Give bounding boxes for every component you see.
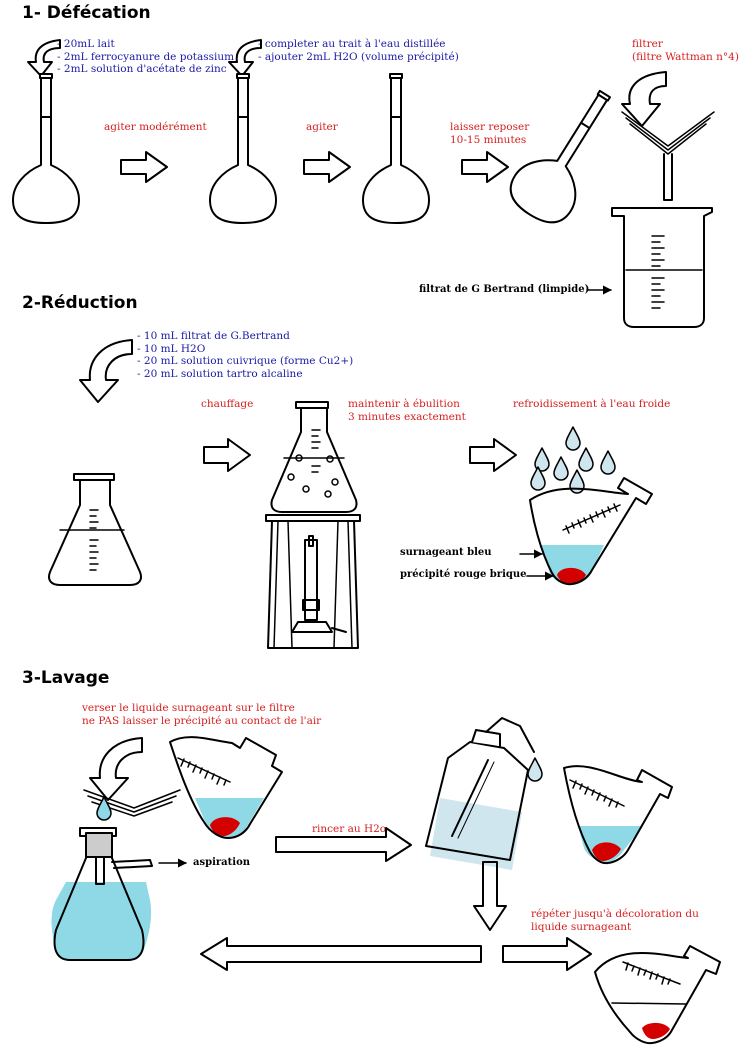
instruction-line: verser le liquide surnageant sur le filt… <box>82 702 295 714</box>
bunsen-burner-stand <box>265 514 361 649</box>
step-boil-label: maintenir à ébulition 3 minutes exacteme… <box>348 398 466 423</box>
volumetric-flask-3 <box>362 73 430 224</box>
next-step-arrow-icon <box>461 151 509 183</box>
cold-water-drops <box>530 426 616 494</box>
next-step-arrow-icon <box>502 937 592 971</box>
filter-line: (filtre Wattman n°4) <box>632 50 739 63</box>
step-stir-label: agiter <box>306 121 338 133</box>
repeat-line: répéter jusqu'à décoloration du <box>531 908 699 920</box>
precipitate-label: précipité rouge brique <box>400 569 527 580</box>
defecation-fill-list: - completer au trait à l'eau distillée -… <box>258 38 459 63</box>
filtrate-label: filtrat de G Bertrand (limpide) <box>419 284 590 295</box>
filtrate-beaker <box>611 207 713 328</box>
step-heat-label: chauffage <box>201 398 254 410</box>
water-drop-icon <box>530 466 546 491</box>
next-step-arrow-icon <box>203 438 251 472</box>
next-step-arrow-icon <box>120 151 168 183</box>
liquid-drop-icon <box>96 796 112 821</box>
repeat-label: répéter jusqu'à décoloration du liquide … <box>531 908 699 933</box>
step-cool-label: refroidissement à l'eau froide <box>513 398 671 410</box>
pour-arrow-icon <box>27 39 61 77</box>
pour-arrow-icon <box>79 339 133 403</box>
settle-line: laisser reposer <box>450 121 530 133</box>
boil-line: 3 minutes exactement <box>348 410 466 423</box>
erlenmeyer-flask-1 <box>48 473 142 586</box>
tilted-volumetric-flask <box>509 89 611 224</box>
back-arrow-icon <box>200 937 482 971</box>
reagent-item: - 10 mL filtrat de G.Bertrand <box>137 330 290 342</box>
boiling-erlenmeyer <box>270 401 358 513</box>
settle-line: 10-15 minutes <box>450 133 527 146</box>
section-title-lavage: 3-Lavage <box>22 668 110 688</box>
final-erlenmeyer <box>594 945 721 1045</box>
step-filter-label: filtrer (filtre Wattman n°4) <box>632 38 739 63</box>
fill-item: - ajouter 2mL H2O (volume précipité) <box>258 50 459 63</box>
pour-arrow-icon <box>89 737 143 801</box>
next-step-arrow-icon <box>469 438 517 472</box>
reagent-item: - 2mL solution d'acétate de zinc <box>57 63 227 75</box>
next-step-arrow-icon <box>303 151 351 183</box>
reagent-item: - 20 mL solution tartro alcaline <box>137 367 303 380</box>
supernatant-label: surnageant bleu <box>400 547 492 558</box>
lavage-instruction: verser le liquide surnageant sur le filt… <box>82 702 321 727</box>
water-drop-icon <box>534 447 550 472</box>
reagent-item: - 20mL lait <box>57 38 115 50</box>
down-arrow-icon <box>473 861 507 931</box>
reagent-item: - 2mL ferrocyanure de potassium <box>57 50 235 63</box>
water-drop-icon <box>600 450 616 475</box>
defecation-reagent-list: - 20mL lait - 2mL ferrocyanure de potass… <box>57 38 234 76</box>
pour-arrow-icon <box>621 71 667 127</box>
step-stir-gently-label: agiter modérément <box>104 121 207 133</box>
reagent-item: - 10 mL H2O <box>137 342 206 355</box>
volumetric-flask-2 <box>209 73 277 224</box>
pouring-erlenmeyer <box>169 736 283 839</box>
step-settle-label: laisser reposer 10-15 minutes <box>450 121 529 146</box>
reagent-item: - 20 mL solution cuivrique (forme Cu2+) <box>137 355 354 367</box>
water-drop-icon <box>565 426 581 451</box>
instruction-line: ne PAS laisser le précipité au contact d… <box>82 714 322 727</box>
rinse-label: rincer au H2o <box>312 823 387 835</box>
water-drop-icon <box>569 469 585 494</box>
section-title-defecation: 1- Défécation <box>22 3 151 23</box>
volumetric-flask-1 <box>12 73 80 224</box>
wash-bottle <box>425 717 535 870</box>
rinsed-erlenmeyer <box>563 765 673 865</box>
water-drop-icon <box>527 757 543 782</box>
water-drop-icon <box>578 447 594 472</box>
suction-label: aspiration <box>193 857 251 868</box>
fill-item: - completer au trait à l'eau distillée <box>258 38 446 50</box>
filter-funnel <box>621 111 715 201</box>
cooling-erlenmeyer <box>529 477 653 586</box>
section-title-reduction: 2-Réduction <box>22 293 138 313</box>
buchner-filter <box>83 789 181 817</box>
boil-line: maintenir à ébulition <box>348 398 460 410</box>
reduction-reagent-list: - 10 mL filtrat de G.Bertrand - 10 mL H2… <box>137 330 353 380</box>
vacuum-flask <box>51 827 153 961</box>
filter-line: filtrer <box>632 38 663 50</box>
water-drop-icon <box>553 456 569 481</box>
repeat-line: liquide surnageant <box>531 920 632 933</box>
